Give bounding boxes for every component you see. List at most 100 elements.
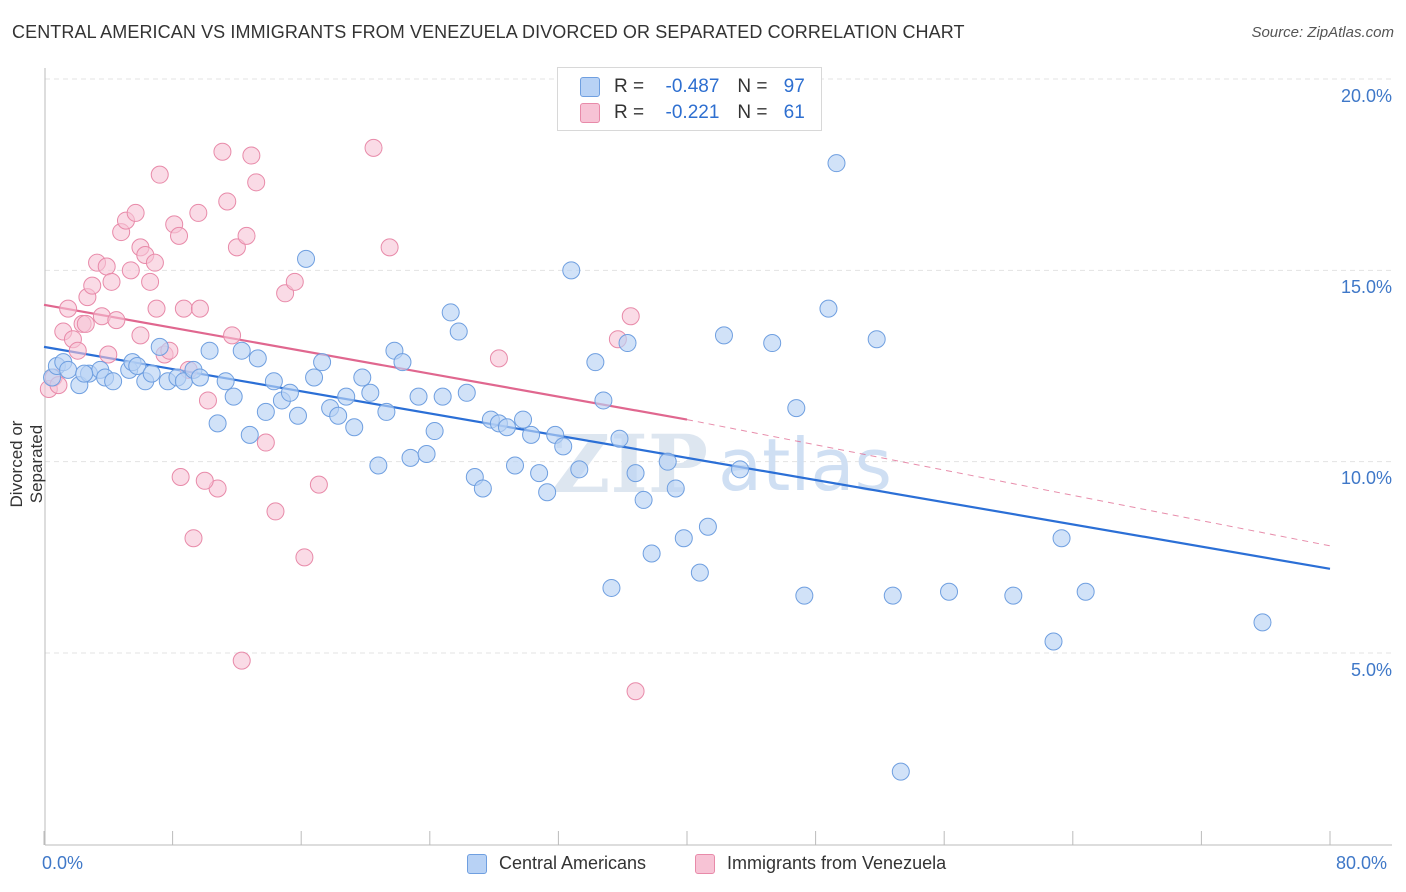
- source-credit: Source: ZipAtlas.com: [1251, 24, 1394, 41]
- data-point-central-americans: [345, 418, 364, 437]
- data-point-central-americans: [75, 364, 94, 383]
- data-point-venezuela: [97, 257, 116, 276]
- data-point-central-americans: [1004, 586, 1023, 605]
- data-point-venezuela: [247, 173, 266, 192]
- axes: [43, 68, 1392, 846]
- data-point-venezuela: [198, 391, 217, 410]
- data-point-central-americans: [634, 490, 653, 509]
- n-label: N =: [737, 76, 768, 97]
- data-point-venezuela: [184, 529, 203, 548]
- data-point-central-americans: [1253, 613, 1272, 632]
- data-point-central-americans: [674, 529, 693, 548]
- data-point-central-americans: [497, 418, 516, 437]
- data-point-venezuela: [131, 326, 150, 345]
- data-point-venezuela: [59, 299, 78, 318]
- data-point-venezuela: [276, 284, 295, 303]
- data-point-venezuela: [174, 299, 193, 318]
- r-label: R =: [614, 76, 645, 97]
- data-point-central-americans: [714, 326, 733, 345]
- data-point-venezuela: [295, 548, 314, 567]
- data-point-central-americans: [377, 402, 396, 421]
- data-point-central-americans: [538, 483, 557, 502]
- x-tick-label-min: 0.0%: [42, 853, 84, 873]
- legend-label: Immigrants from Venezuela: [727, 853, 947, 873]
- data-point-central-americans: [232, 341, 251, 360]
- data-point-venezuela: [107, 311, 126, 330]
- data-point-central-americans: [602, 578, 621, 597]
- data-point-venezuela: [285, 272, 304, 291]
- chart-title: CENTRAL AMERICAN VS IMMIGRANTS FROM VENE…: [12, 22, 965, 42]
- series-legend: Central Americans Immigrants from Venezu…: [0, 850, 1406, 878]
- data-point-venezuela: [218, 192, 237, 211]
- data-point-venezuela: [213, 142, 232, 161]
- r-label: R =: [614, 102, 645, 123]
- y-tick-label: 10.0%: [1340, 468, 1392, 488]
- data-point-central-americans: [313, 353, 332, 372]
- data-point-central-americans: [666, 479, 685, 498]
- data-point-venezuela: [223, 326, 242, 345]
- data-point-central-americans: [690, 563, 709, 582]
- correlation-legend: R = -0.487 N = 97 R = -0.221 N = 61: [557, 67, 822, 131]
- data-point-venezuela: [232, 651, 251, 670]
- data-point-central-americans: [473, 479, 492, 498]
- data-point-central-americans: [369, 456, 388, 475]
- data-point-central-americans: [883, 586, 902, 605]
- data-point-venezuela: [309, 475, 328, 494]
- legend-label: Central Americans: [499, 853, 647, 873]
- data-point-central-americans: [425, 422, 444, 441]
- data-point-central-americans: [1076, 582, 1095, 601]
- data-point-central-americans: [264, 372, 283, 391]
- x-tick-label-max: 80.0%: [1336, 853, 1388, 873]
- gridlines: [45, 78, 1392, 654]
- data-point-central-americans: [200, 341, 219, 360]
- r-value: -0.221: [665, 102, 720, 123]
- data-point-central-americans: [248, 349, 267, 368]
- data-point-venezuela: [489, 349, 508, 368]
- data-point-venezuela: [170, 226, 189, 245]
- data-point-central-americans: [216, 372, 235, 391]
- data-point-venezuela: [126, 203, 145, 222]
- data-point-central-americans: [554, 437, 573, 456]
- data-point-venezuela: [83, 276, 102, 295]
- data-point-central-americans: [297, 249, 316, 268]
- data-point-central-americans: [128, 357, 147, 375]
- data-point-venezuela: [621, 307, 640, 326]
- data-point-central-americans: [104, 372, 123, 391]
- blue-swatch-icon: [580, 77, 600, 97]
- data-point-central-americans: [256, 402, 275, 421]
- data-point-central-americans: [393, 353, 412, 372]
- blue-swatch-icon: [467, 853, 487, 874]
- data-point-venezuela: [150, 165, 169, 184]
- data-point-central-americans: [208, 414, 227, 433]
- data-point-central-americans: [288, 406, 307, 425]
- data-point-central-americans: [401, 448, 420, 467]
- data-point-central-americans: [150, 337, 169, 356]
- data-point-central-americans: [594, 391, 613, 410]
- data-point-venezuela: [171, 467, 190, 486]
- data-point-central-americans: [819, 299, 838, 318]
- data-point-venezuela: [242, 146, 261, 165]
- data-point-venezuela: [76, 314, 95, 333]
- data-point-central-americans: [642, 544, 661, 563]
- y-tick-label: 20.0%: [1340, 86, 1392, 106]
- data-point-central-americans: [610, 429, 629, 448]
- data-point-central-americans: [337, 387, 356, 406]
- data-point-central-americans: [1052, 529, 1071, 548]
- data-point-central-americans: [626, 464, 645, 483]
- data-point-central-americans: [827, 154, 846, 173]
- data-point-central-americans: [698, 517, 717, 536]
- data-point-central-americans: [305, 368, 324, 387]
- data-point-central-americans: [353, 368, 372, 387]
- data-point-central-americans: [891, 762, 910, 781]
- data-point-venezuela: [380, 238, 399, 257]
- data-point-venezuela: [147, 299, 166, 318]
- data-point-venezuela: [68, 341, 87, 360]
- data-point-central-americans: [409, 387, 428, 406]
- data-point-central-americans: [618, 334, 637, 353]
- data-point-central-americans: [449, 322, 468, 341]
- n-label: N =: [737, 102, 768, 123]
- data-point-central-americans: [361, 383, 380, 402]
- data-point-central-americans: [658, 452, 677, 471]
- legend-row-venezuela: R = -0.221 N = 61: [580, 101, 805, 125]
